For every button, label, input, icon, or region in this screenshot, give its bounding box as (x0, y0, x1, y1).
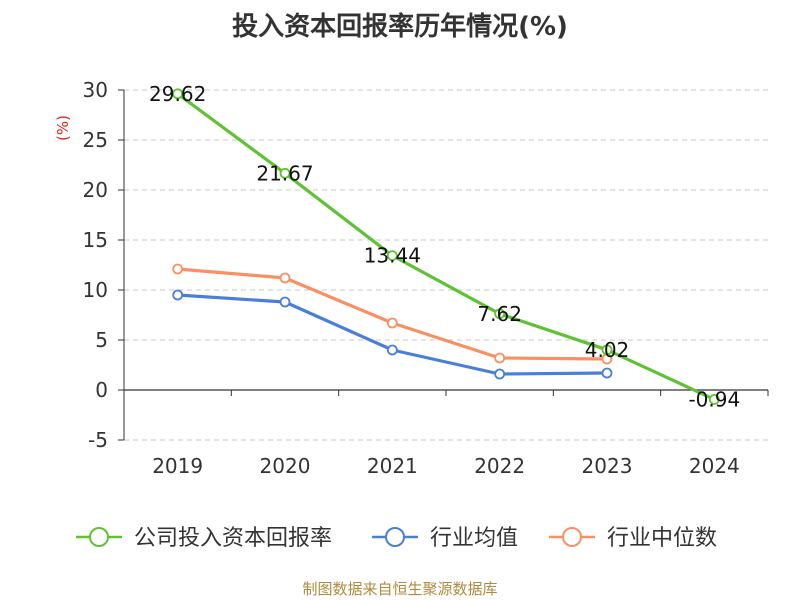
data-point (172, 88, 184, 100)
x-tick-labels: 2019 2020 2021 2022 2023 2024 (152, 454, 740, 478)
legend-marker (385, 527, 405, 547)
axes (118, 89, 769, 441)
data-label: 21.67 (256, 161, 313, 185)
y-tick-label: 25 (83, 128, 108, 152)
data-source-note: 制图数据来自恒生聚源数据库 (302, 580, 498, 598)
data-point (279, 296, 291, 308)
data-point (386, 250, 398, 262)
data-point (601, 344, 613, 356)
data-point (172, 263, 184, 275)
data-point (708, 393, 720, 405)
series-lines (172, 88, 720, 405)
legend-marker (89, 527, 109, 547)
data-point (494, 352, 506, 364)
legend-label: 行业中位数 (607, 526, 717, 551)
legend-label: 行业均值 (430, 526, 518, 551)
series-line (176, 92, 716, 401)
data-label: -0.94 (688, 387, 740, 411)
legend-marker (562, 527, 582, 547)
data-point (279, 272, 291, 284)
data-point (386, 344, 398, 356)
data-point (601, 367, 613, 379)
data-point (386, 317, 398, 329)
data-label: 29.62 (149, 82, 206, 106)
y-tick-label: -5 (88, 428, 108, 452)
data-label: 7.62 (477, 302, 522, 326)
data-point (279, 167, 291, 179)
data-labels: 29.62 21.67 13.44 7.62 4.02 -0.94 (149, 82, 740, 412)
y-tick-label: 15 (83, 228, 108, 252)
x-tick-label: 2019 (152, 454, 203, 478)
y-tick-label: 5 (95, 328, 108, 352)
chart-title: 投入资本回报率历年情况(%) (232, 12, 568, 42)
x-tick-label: 2020 (260, 454, 311, 478)
legend-item: 行业中位数 (549, 526, 717, 551)
legend-item: 公司投入资本回报率 (76, 526, 332, 551)
y-tick-label: 30 (83, 78, 108, 102)
x-tick-label: 2023 (582, 454, 633, 478)
series-line (176, 293, 609, 376)
y-tick-labels: -5 0 5 10 15 20 25 30 (83, 78, 108, 452)
x-tick-label: 2021 (367, 454, 418, 478)
legend-item: 行业均值 (372, 526, 518, 551)
legend-label: 公司投入资本回报率 (134, 526, 332, 551)
data-label: 4.02 (585, 338, 630, 362)
grid-lines (124, 89, 768, 441)
data-point (494, 368, 506, 380)
x-tick-label: 2022 (474, 454, 525, 478)
y-tick-label: 0 (95, 378, 108, 402)
data-label: 13.44 (364, 244, 421, 268)
y-tick-label: 20 (83, 178, 108, 202)
legend: 公司投入资本回报率 行业均值 行业中位数 (76, 526, 717, 551)
y-axis-unit: (%) (54, 115, 72, 141)
y-tick-label: 10 (83, 278, 108, 302)
x-tick-label: 2024 (689, 454, 740, 478)
data-point (494, 308, 506, 320)
data-point (172, 289, 184, 301)
